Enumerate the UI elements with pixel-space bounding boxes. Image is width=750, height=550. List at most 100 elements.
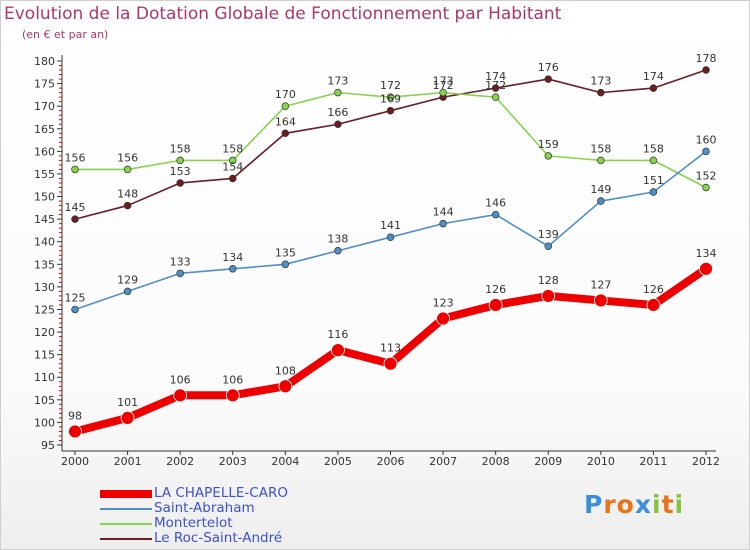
data-label: 134: [696, 247, 717, 260]
data-label: 173: [590, 75, 611, 88]
data-point: [334, 120, 342, 128]
data-label: 148: [117, 188, 138, 201]
data-label: 127: [590, 278, 611, 291]
data-label: 154: [222, 160, 243, 173]
axes: 95 100 105 110 115 120 125 130 135 140 145 150 155 16…: [34, 55, 720, 468]
data-point: [331, 343, 345, 358]
x-tick-label: 2012: [692, 455, 720, 468]
data-point: [436, 311, 450, 326]
data-label: 146: [485, 197, 506, 210]
logo-letter: o: [616, 490, 635, 519]
y-tick-label: 135: [34, 258, 55, 271]
data-point: [597, 88, 605, 97]
data-label: 176: [538, 61, 559, 74]
data-label: 172: [433, 79, 454, 92]
data-label: 172: [485, 79, 506, 92]
y-tick-label: 150: [34, 191, 55, 204]
data-point: [123, 201, 132, 210]
data-point: [544, 152, 552, 160]
x-tick-label: 2004: [271, 455, 299, 468]
data-label: 158: [222, 142, 243, 155]
logo-letter: x: [634, 490, 652, 519]
logo-letter: i: [674, 490, 685, 519]
logo-letter: t: [661, 490, 675, 519]
data-point: [646, 298, 661, 312]
y-tick-label: 110: [34, 371, 55, 384]
y-tick-label: 130: [34, 281, 55, 294]
data-label: 152: [696, 169, 717, 182]
data-point: [229, 265, 237, 273]
data-label: 174: [485, 70, 506, 83]
data-point: [699, 261, 713, 276]
data-point: [278, 379, 293, 394]
data-label: 135: [275, 246, 296, 259]
data-label: 106: [222, 373, 243, 386]
data-label: 123: [433, 297, 454, 310]
data-label: 149: [590, 183, 611, 196]
y-tick-label: 175: [34, 78, 55, 91]
data-point: [386, 106, 395, 115]
data-label: 174: [643, 70, 664, 83]
data-point: [281, 102, 290, 110]
data-point: [544, 75, 552, 83]
series-3: [71, 66, 710, 223]
data-label: 126: [643, 283, 664, 296]
data-point: [71, 305, 79, 314]
x-tick-label: 2007: [429, 455, 457, 468]
data-label: 106: [170, 373, 191, 386]
data-point: [334, 88, 342, 97]
legend-swatch: [100, 538, 152, 540]
data-label: 166: [327, 106, 348, 119]
data-point: [541, 289, 556, 303]
data-point: [491, 84, 500, 92]
data-label: 128: [538, 274, 559, 287]
legend-swatch: [100, 490, 152, 498]
data-point: [383, 356, 398, 371]
data-label: 170: [275, 88, 296, 101]
data-point: [68, 424, 82, 439]
x-tick-label: 2001: [114, 455, 142, 468]
data-point: [597, 156, 605, 165]
data-label: 153: [170, 165, 191, 178]
data-point: [702, 147, 710, 156]
data-point: [597, 197, 605, 205]
data-point: [225, 388, 240, 403]
data-label: 158: [643, 142, 664, 155]
chart-subtitle: (en € et par an): [22, 28, 109, 41]
data-label: 173: [327, 75, 348, 88]
data-label: 158: [590, 142, 611, 155]
data-point: [649, 188, 658, 196]
data-label: 125: [65, 291, 86, 304]
x-tick-label: 2010: [587, 455, 615, 468]
data-label: 169: [380, 93, 401, 106]
data-point: [544, 242, 552, 250]
series-1: [71, 147, 710, 314]
logo-letter: r: [603, 490, 617, 519]
proxiti-logo: Proxiti: [584, 490, 684, 519]
y-tick-label: 95: [41, 439, 55, 452]
y-tick-label: 115: [34, 349, 55, 362]
data-point: [439, 88, 447, 97]
data-label: 98: [68, 409, 82, 422]
data-point: [176, 156, 184, 165]
data-point: [702, 183, 710, 192]
legend-label: Le Roc-Saint-André: [154, 530, 283, 546]
data-point: [593, 293, 608, 308]
data-label: 156: [65, 151, 86, 164]
data-point: [123, 287, 132, 296]
y-tick-label: 170: [34, 100, 55, 113]
data-point: [649, 156, 658, 165]
data-label: 151: [643, 174, 664, 187]
data-point: [71, 215, 79, 223]
x-tick-label: 2011: [639, 455, 667, 468]
series-2: [71, 88, 710, 192]
legend-swatch: [100, 523, 152, 525]
y-tick-label: 165: [34, 123, 55, 136]
data-point: [173, 388, 188, 403]
x-tick-label: 2003: [219, 455, 247, 468]
data-label: 158: [170, 142, 191, 155]
data-label: 173: [433, 75, 454, 88]
data-label: 116: [327, 328, 348, 341]
